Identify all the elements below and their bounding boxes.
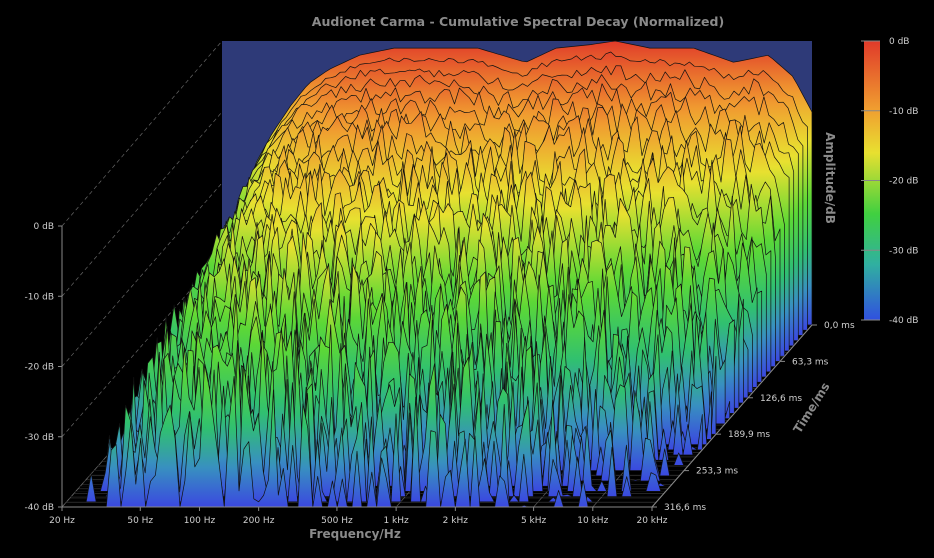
z-axis-title: Amplitude/dB [823,132,837,224]
colorbar-tick-label: -10 dB [889,107,918,117]
colorbar-tick-label: -30 dB [889,246,918,256]
x-tick-label: 200 Hz [243,516,275,526]
z-level-dashed-line [61,111,223,297]
x-tick-label: 1 kHz [383,516,409,526]
z-axis: 0 dB -10 dB -20 dB -30 dB -40 dB [25,222,63,513]
x-tick-label: 2 kHz [443,516,469,526]
time-tick-label: 0,0 ms [824,321,855,331]
z-level-dashed-line [61,40,223,227]
frequency-axis: 20 Hz 50 Hz 100 Hz 200 Hz 500 Hz 1 kHz 2 kHz 5 … [49,506,668,526]
x-tick-label: 5 kHz [521,516,547,526]
amplitude-colorbar: 0 dB -10 dB -20 dB -30 dB -40 dB [861,37,918,326]
z-level-dashed-line [61,253,223,437]
x-tick-label: 20 Hz [49,516,75,526]
chart-title: Audionet Carma - Cumulative Spectral Dec… [312,14,724,29]
time-tick-label: 253,3 ms [696,467,738,477]
x-axis-title: Frequency/Hz [309,527,401,541]
time-tick-label: 126,6 ms [760,394,802,404]
z-tick-label: 0 dB [34,222,54,232]
z-level-dashed-line [61,182,223,367]
x-tick-label: 100 Hz [184,516,216,526]
x-tick-label: 10 kHz [577,516,608,526]
z-tick-label: -20 dB [25,363,54,373]
decay-slice [61,363,653,508]
x-tick-label: 500 Hz [321,516,353,526]
colorbar-tick-label: 0 dB [889,37,909,47]
colorbar-tick-label: -40 dB [889,316,918,326]
x-tick-label: 20 kHz [636,516,667,526]
colorbar-tick-label: -20 dB [889,177,918,187]
z-tick-label: -10 dB [25,292,54,302]
z-tick-label: -40 dB [25,503,54,513]
x-tick-label: 50 Hz [127,516,153,526]
z-tick-label: -30 dB [25,433,54,443]
time-tick-label: 189,9 ms [728,430,770,440]
time-tick-label: 63,3 ms [792,357,829,367]
time-tick-label: 316,6 ms [664,503,706,513]
time-axis-line [651,324,813,508]
time-axis: 0,0 ms 63,3 ms 126,6 ms 189,9 ms 253,3 ms 316… [651,321,855,513]
decay-slices [61,40,813,508]
time-axis-title: Time/ms [791,380,833,436]
